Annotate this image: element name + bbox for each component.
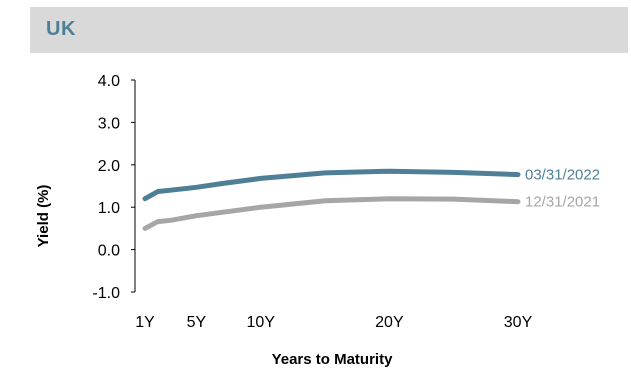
x-tick-label: 20Y xyxy=(375,314,404,331)
series-label: 03/31/2022 xyxy=(525,167,600,184)
y-tick-label: -1.0 xyxy=(92,285,120,302)
y-tick-label: 4.0 xyxy=(98,73,120,90)
x-tick-label: 5Y xyxy=(187,314,207,331)
chart-title: UK xyxy=(46,18,76,40)
series-line xyxy=(142,168,521,202)
x-tick-label: 1Y xyxy=(135,314,155,331)
y-tick-label: 0.0 xyxy=(98,243,120,260)
y-axis-title: Yield (%) xyxy=(35,185,52,248)
series-group: 03/31/2022 12/31/2021 xyxy=(142,167,600,231)
x-tick-labels: 1Y 5Y 10Y 20Y 30Y xyxy=(135,314,532,331)
chart-header-band: UK xyxy=(30,7,628,53)
x-tick-label: 30Y xyxy=(504,314,533,331)
x-tick-label: 10Y xyxy=(247,314,276,331)
series-label: 12/31/2021 xyxy=(525,194,600,211)
y-tick-labels: 4.0 3.0 2.0 1.0 0.0 -1.0 xyxy=(92,73,135,302)
y-tick-label: 1.0 xyxy=(98,200,120,217)
y-tick-label: 2.0 xyxy=(98,158,120,175)
x-axis-title: Years to Maturity xyxy=(272,351,394,368)
y-tick-label: 3.0 xyxy=(98,115,120,132)
series-line xyxy=(142,196,521,231)
